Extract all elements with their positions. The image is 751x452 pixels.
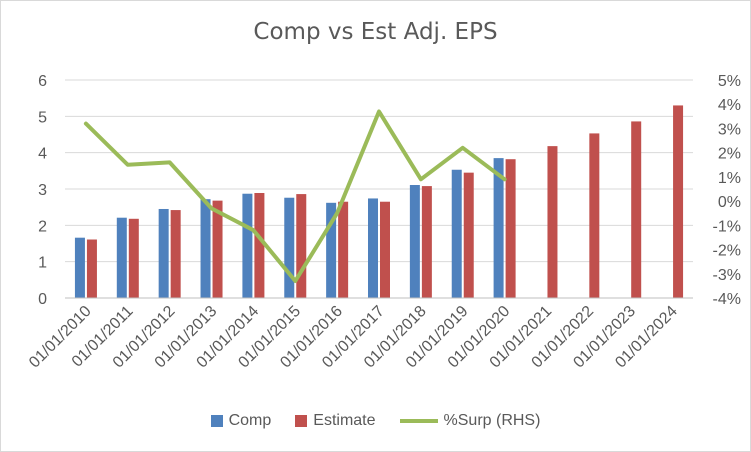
bar-estimate [589,133,600,298]
legend-swatch-estimate [295,415,308,427]
y-tick-label: 4 [38,146,47,163]
legend-swatch-surp [399,419,438,423]
bar-estimate [86,239,97,298]
bar-comp [409,185,420,298]
y2-tick-label: -2% [713,243,741,260]
y2-tick-label: 1% [718,170,741,187]
y2-tick-label: 4% [718,97,741,114]
plot-area: 0123456-4%-3%-2%-1%0%1%2%3%4%5%01/01/201… [26,73,741,371]
bar-comp [284,197,295,298]
bar-estimate [673,105,684,298]
bar-comp [368,198,378,298]
bar-estimate [547,146,558,298]
y-tick-label: 5 [38,109,47,126]
legend-label-surp: %Surp (RHS) [443,412,541,429]
bar-comp [326,202,337,298]
y2-tick-label: 2% [718,146,741,163]
bar-comp [74,237,85,298]
legend-item-comp: Comp [210,412,272,430]
legend: Comp Estimate %Surp (RHS) [1,412,750,430]
bar-estimate [380,201,390,298]
y2-tick-label: 5% [718,73,741,90]
bar-comp [200,199,211,298]
bar-estimate [463,172,474,298]
bar-estimate [631,121,642,298]
bar-estimate [421,186,432,298]
bar-estimate [170,210,181,298]
line-surp-rhs [83,109,507,283]
y-tick-label: 6 [38,73,47,90]
legend-swatch-comp [210,415,223,427]
bar-comp [451,169,462,298]
legend-item-surp: %Surp (RHS) [399,412,541,430]
y-tick-label: 0 [38,291,47,308]
bar-estimate [338,201,349,298]
y2-tick-label: -1% [713,218,741,235]
y2-tick-label: -4% [713,291,741,308]
bar-comp [158,208,169,298]
bar-estimate [254,192,265,298]
y2-tick-label: 0% [718,194,741,211]
chart-title: Comp vs Est Adj. EPS [253,19,498,45]
bar-estimate [212,200,223,298]
bar-comp [493,158,504,298]
y2-tick-label: -3% [713,267,741,284]
bar-estimate [296,194,307,298]
bar-estimate [505,159,516,298]
legend-label-estimate: Estimate [313,412,376,429]
y-tick-label: 2 [38,218,47,235]
bar-comp [242,193,253,298]
y2-tick-label: 3% [718,121,741,138]
bar-estimate [128,218,139,298]
bar-comp [116,217,127,298]
legend-item-estimate: Estimate [295,412,376,430]
y-tick-label: 3 [38,182,47,199]
legend-label-comp: Comp [228,412,272,429]
y-tick-label: 1 [38,255,47,272]
